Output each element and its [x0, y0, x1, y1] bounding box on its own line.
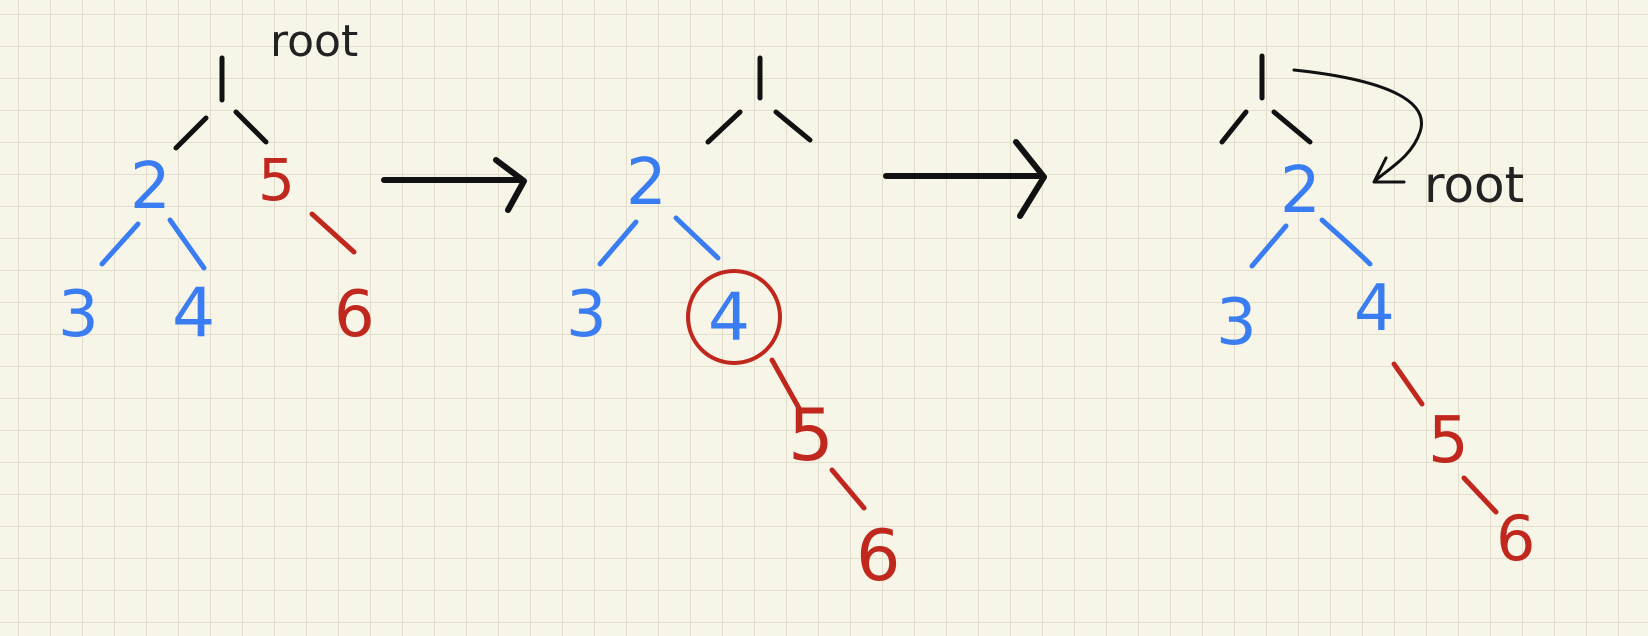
panel-2-move-right-subtree: 2 3 4 5 6 — [566, 55, 901, 597]
panel-1-root-right-edge — [233, 109, 269, 145]
panel-2-root-left-edge — [705, 109, 743, 145]
panel-2-edge-2-3 — [597, 219, 639, 267]
panel-2-root-right-edge — [773, 109, 813, 143]
panel-2-node-3: 3 — [566, 278, 607, 352]
panel-1-edge-5-6 — [309, 211, 357, 255]
panel-1-node-6: 6 — [334, 278, 375, 352]
panel-1-node-3: 3 — [58, 278, 99, 352]
panel-2-node-6: 6 — [856, 515, 901, 597]
panel-3-node-6: 6 — [1496, 502, 1535, 575]
panel-2-node-4: 4 — [708, 279, 750, 356]
panel-1-root-left-edge — [173, 115, 209, 151]
panel-3-root-move-arrowhead — [1372, 156, 1406, 184]
panel-3-edge-2-4 — [1319, 217, 1373, 267]
panel-3-node-3: 3 — [1216, 286, 1257, 360]
panel-3-node-2: 2 — [1280, 154, 1321, 228]
panel-2-node-2: 2 — [626, 146, 667, 220]
panel-1-edge-2-4 — [167, 217, 207, 271]
panel-1-node-4: 4 — [172, 274, 215, 353]
panel-2-highlight-circle — [686, 269, 782, 365]
panel-2-edge-4-5 — [769, 357, 803, 413]
panel-2-edge-2-4 — [673, 215, 721, 261]
panel-3-root-left-edge — [1219, 109, 1249, 145]
panel-3-root-right-edge — [1271, 109, 1313, 145]
panel-1-node-2: 2 — [130, 150, 171, 224]
panel-1-root-annotation: root — [270, 16, 358, 67]
arrow-1-head — [493, 157, 527, 213]
panel-3-advance-root: root 2 3 4 5 6 — [1216, 53, 1535, 575]
panel-3-root-move-arrow — [1292, 68, 1423, 182]
panel-3-edge-2-3 — [1249, 223, 1289, 269]
arrow-2 — [883, 139, 1047, 219]
panel-2-node-5: 5 — [788, 393, 834, 477]
panel-3-node-5: 5 — [1428, 404, 1469, 478]
panel-3-node-4: 4 — [1354, 272, 1395, 346]
arrow-2-head — [1013, 139, 1047, 219]
arrow-1 — [381, 157, 527, 213]
panel-3-edge-5-6 — [1461, 475, 1499, 515]
panel-1-node-5: 5 — [258, 146, 295, 214]
panel-3-root-annotation: root — [1424, 156, 1524, 214]
panel-1-edge-2-3 — [99, 221, 141, 267]
panel-2-edge-5-6 — [829, 467, 867, 511]
panel-3-edge-4-5 — [1391, 361, 1425, 407]
panel-1-original-tree: root 2 5 3 4 6 — [58, 16, 375, 353]
